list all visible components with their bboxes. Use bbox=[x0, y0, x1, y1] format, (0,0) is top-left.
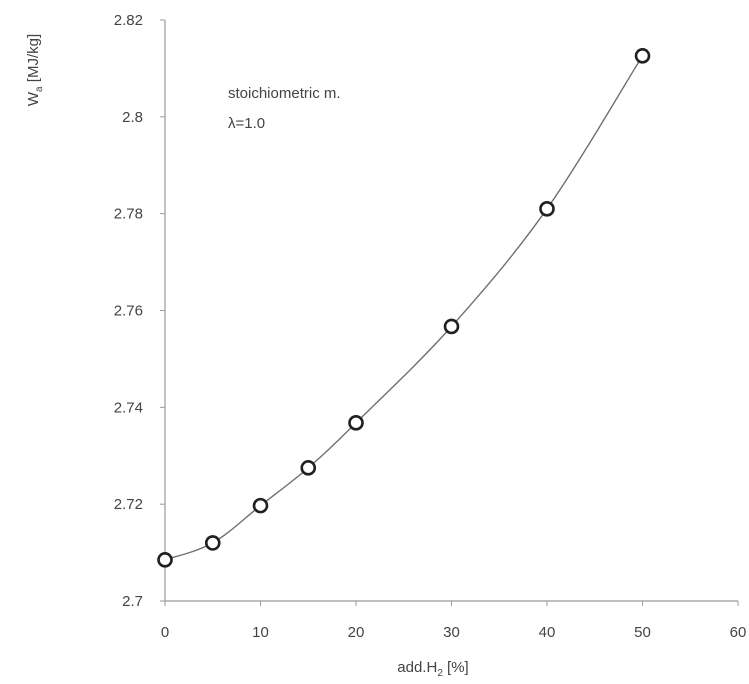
data-point-marker bbox=[541, 202, 554, 215]
x-tick-label: 0 bbox=[161, 624, 169, 641]
y-tick-label: 2.8 bbox=[122, 109, 143, 126]
x-axis-label-main: add.H bbox=[397, 659, 437, 676]
data-point-marker bbox=[636, 49, 649, 62]
data-point-marker bbox=[206, 536, 219, 549]
data-point-marker bbox=[445, 320, 458, 333]
y-tick-label: 2.82 bbox=[114, 12, 143, 29]
x-tick-label: 60 bbox=[730, 624, 747, 641]
y-tick-label: 2.78 bbox=[114, 206, 143, 223]
x-tick-label: 50 bbox=[634, 624, 651, 641]
y-tick-label: 2.76 bbox=[114, 303, 143, 320]
y-tick-label: 2.7 bbox=[122, 593, 143, 610]
x-tick-label: 10 bbox=[252, 624, 269, 641]
annotation-line-2: λ=1.0 bbox=[228, 115, 265, 132]
data-point-marker bbox=[254, 499, 267, 512]
y-axis-label-unit: [MJ/kg] bbox=[25, 34, 42, 87]
y-tick-label: 2.72 bbox=[114, 496, 143, 513]
data-point-marker bbox=[350, 416, 363, 429]
data-point-marker bbox=[302, 461, 315, 474]
annotation-line-1: stoichiometric m. bbox=[228, 85, 341, 102]
x-axis-label: add.H2 [%] bbox=[397, 659, 468, 679]
x-axis-label-unit: [%] bbox=[443, 659, 469, 676]
data-point-marker bbox=[159, 553, 172, 566]
y-axis-label: Wa [MJ/kg] bbox=[25, 34, 45, 106]
x-ticks: 0 10 20 30 40 50 60 bbox=[161, 601, 747, 641]
y-ticks: 2.7 2.72 2.74 2.76 2.78 2.8 2.82 bbox=[114, 12, 165, 610]
x-tick-label: 40 bbox=[539, 624, 556, 641]
x-tick-label: 30 bbox=[443, 624, 460, 641]
y-axis-label-main: W bbox=[25, 91, 42, 106]
y-tick-label: 2.74 bbox=[114, 399, 143, 416]
x-tick-label: 20 bbox=[348, 624, 365, 641]
